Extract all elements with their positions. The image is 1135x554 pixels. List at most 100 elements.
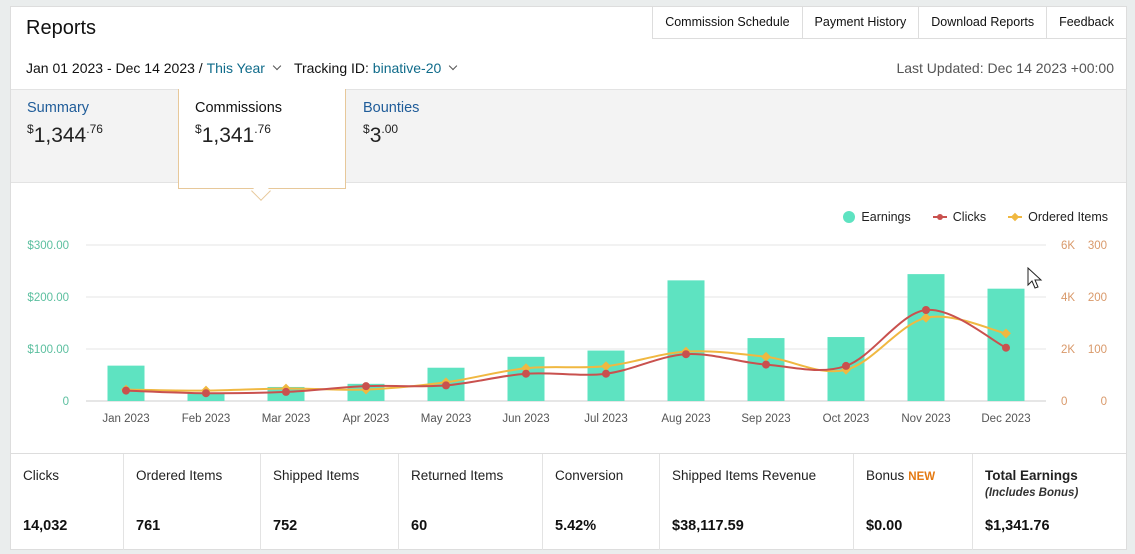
clicks-point bbox=[362, 382, 370, 391]
x-axis-tick: Oct 2023 bbox=[823, 413, 870, 425]
stat-label: Returned Items bbox=[411, 468, 504, 483]
chart-legend: Earnings Clicks Ordered Items bbox=[843, 210, 1108, 224]
stats-row: Clicks 14,032 Ordered Items 761 Shipped … bbox=[11, 453, 1126, 550]
commission-schedule-button[interactable]: Commission Schedule bbox=[652, 7, 802, 39]
commissions-amount: $1,341.76 bbox=[195, 122, 271, 147]
legend-ordered[interactable]: Ordered Items bbox=[1008, 210, 1108, 224]
new-badge: NEW bbox=[908, 471, 936, 483]
stat-bonus: Bonus NEW $0.00 bbox=[854, 454, 973, 550]
earnings-bar bbox=[667, 280, 705, 401]
filter-row: Jan 01 2023 - Dec 14 2023 / This Year Tr… bbox=[26, 60, 470, 76]
tab-summary[interactable]: Summary $1,344.76 bbox=[11, 89, 179, 189]
earnings-bar bbox=[907, 274, 945, 401]
right-axis-tick: 2K bbox=[1061, 344, 1075, 356]
stat-conversion: Conversion 5.42% bbox=[543, 454, 660, 550]
clicks-point bbox=[1002, 343, 1010, 352]
tab-bounties[interactable]: Bounties $3.00 bbox=[347, 89, 515, 189]
right-axis-tick: 6K bbox=[1061, 240, 1075, 252]
stat-value: 14,032 bbox=[23, 518, 68, 534]
period-dropdown[interactable]: This Year bbox=[206, 60, 265, 76]
clicks-point bbox=[122, 386, 130, 395]
x-axis-tick: Jan 2023 bbox=[102, 413, 149, 425]
earnings-bar bbox=[107, 365, 145, 401]
stat-shipped-revenue: Shipped Items Revenue $38,117.59 bbox=[660, 454, 854, 550]
last-updated: Last Updated: Dec 14 2023 +00:00 bbox=[896, 60, 1114, 76]
legend-earnings[interactable]: Earnings bbox=[843, 210, 911, 224]
x-axis-tick: Feb 2023 bbox=[182, 413, 231, 425]
earnings-chart: 0 0 0 $100.00 2K 100 $200.00 4K 200 $300.00 6K 300 J… bbox=[27, 240, 1107, 425]
earnings-bar bbox=[747, 338, 785, 401]
download-reports-button[interactable]: Download Reports bbox=[918, 7, 1047, 39]
stat-value: 752 bbox=[273, 518, 298, 534]
stat-label: Bonus NEW bbox=[866, 468, 936, 483]
stat-label: Shipped Items bbox=[273, 468, 360, 483]
left-axis-tick: $100.00 bbox=[27, 344, 69, 356]
ordered-items-point bbox=[601, 361, 611, 372]
tab-commissions[interactable]: Commissions $1,341.76 bbox=[178, 89, 346, 189]
tab-commissions-label: Commissions bbox=[195, 100, 283, 116]
clicks-point bbox=[202, 389, 210, 398]
legend-clicks-label: Clicks bbox=[952, 210, 987, 224]
legend-ordered-label: Ordered Items bbox=[1028, 210, 1108, 224]
earnings-swatch bbox=[843, 211, 856, 223]
x-axis-tick: Apr 2023 bbox=[343, 413, 390, 425]
clicks-point bbox=[282, 387, 290, 396]
date-separator: / bbox=[198, 60, 203, 76]
stat-clicks: Clicks 14,032 bbox=[11, 454, 124, 550]
x-axis-tick: Jun 2023 bbox=[502, 413, 549, 425]
date-range: Jan 01 2023 - Dec 14 2023 bbox=[26, 60, 195, 76]
clicks-point bbox=[682, 350, 690, 359]
payment-history-button[interactable]: Payment History bbox=[801, 7, 919, 39]
clicks-point bbox=[602, 369, 610, 378]
stat-value: 761 bbox=[136, 518, 161, 534]
ordered-swatch bbox=[1008, 212, 1023, 221]
stat-value: $0.00 bbox=[866, 518, 903, 534]
stat-value: 60 bbox=[411, 518, 428, 534]
right-axis-tick: 0 bbox=[1061, 396, 1067, 408]
stat-shipped-items: Shipped Items 752 bbox=[261, 454, 399, 550]
top-nav: Commission Schedule Payment History Down… bbox=[652, 7, 1126, 39]
tab-bounties-label: Bounties bbox=[363, 100, 420, 116]
left-axis-tick: 0 bbox=[63, 396, 69, 408]
ordered-items-point bbox=[761, 351, 771, 362]
x-axis-tick: Mar 2023 bbox=[262, 413, 311, 425]
stat-returned-items: Returned Items 60 bbox=[399, 454, 543, 550]
stat-total-earnings: Total Earnings (Includes Bonus) $1,341.7… bbox=[973, 454, 1126, 550]
clicks-point bbox=[922, 306, 930, 314]
right-axis-tick: 0 bbox=[1101, 396, 1107, 408]
stat-sublabel: (Includes Bonus) bbox=[985, 487, 1079, 499]
x-axis-tick: Sep 2023 bbox=[741, 413, 790, 425]
stat-value: $1,341.76 bbox=[985, 518, 1050, 534]
x-axis-tick: Nov 2023 bbox=[901, 413, 950, 425]
stat-value: 5.42% bbox=[555, 518, 597, 534]
tracking-id-dropdown[interactable]: binative-20 bbox=[372, 60, 442, 76]
ordered-items-line bbox=[125, 315, 1007, 392]
summary-amount: $1,344.76 bbox=[27, 122, 103, 147]
stat-label: Total Earnings bbox=[985, 468, 1078, 483]
page-title: Reports bbox=[26, 17, 97, 39]
stat-label: Conversion bbox=[555, 468, 624, 483]
right-axis-tick: 200 bbox=[1088, 292, 1107, 304]
tab-summary-label: Summary bbox=[27, 100, 90, 116]
clicks-point bbox=[522, 369, 530, 378]
legend-earnings-label: Earnings bbox=[861, 210, 911, 224]
x-axis-tick: Dec 2023 bbox=[981, 413, 1030, 425]
ordered-items-point bbox=[921, 312, 931, 323]
stat-label: Ordered Items bbox=[136, 468, 223, 483]
x-axis-tick: Jul 2023 bbox=[584, 413, 627, 425]
mouse-cursor-icon bbox=[1027, 267, 1043, 289]
clicks-line bbox=[125, 308, 1007, 395]
stat-ordered-items: Ordered Items 761 bbox=[124, 454, 261, 550]
clicks-point bbox=[762, 360, 770, 369]
right-axis-tick: 300 bbox=[1088, 240, 1107, 252]
stat-label: Shipped Items Revenue bbox=[672, 468, 817, 483]
clicks-point bbox=[442, 381, 450, 390]
tracking-id-label: Tracking ID: bbox=[293, 60, 369, 76]
right-axis-tick: 4K bbox=[1061, 292, 1075, 304]
legend-clicks[interactable]: Clicks bbox=[932, 210, 987, 224]
clicks-swatch bbox=[932, 213, 947, 220]
ordered-items-point bbox=[1001, 328, 1011, 339]
left-axis-tick: $200.00 bbox=[27, 292, 69, 304]
feedback-button[interactable]: Feedback bbox=[1046, 7, 1126, 39]
clicks-point bbox=[842, 361, 850, 370]
